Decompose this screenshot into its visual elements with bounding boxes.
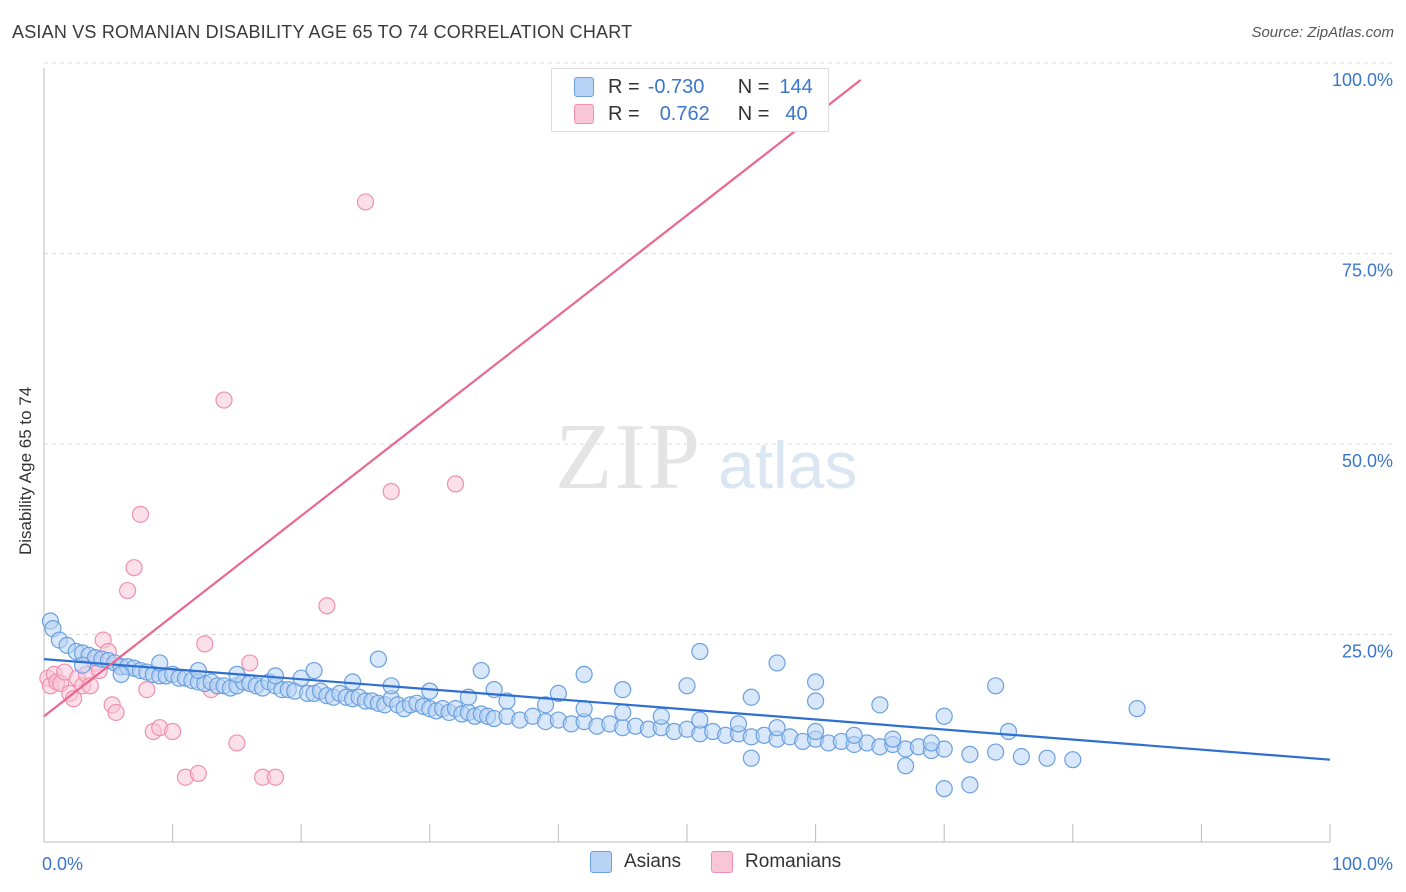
romanian-point — [215, 391, 233, 409]
y-tick-label: 100.0% — [1332, 70, 1393, 90]
asian-point — [806, 673, 825, 691]
asian-point — [729, 715, 748, 733]
asian-point — [73, 656, 92, 674]
legend-swatch-romanians — [711, 851, 734, 873]
asian-point — [922, 734, 940, 752]
asian-point — [549, 684, 568, 703]
romanian-point — [382, 482, 400, 501]
correlation-legend: R = -0.730 N = 144 R = 0.762 N = 40 — [551, 68, 829, 132]
romanian-point — [107, 703, 125, 722]
asian-point — [575, 665, 593, 683]
series-legend: Asians Romanians — [590, 851, 841, 873]
legend-n-value: 40 — [785, 102, 808, 125]
asian-point — [498, 692, 516, 710]
legend-n-label: N = — [737, 75, 770, 98]
watermark-zip: ZIP — [555, 405, 702, 509]
asian-point — [897, 757, 915, 775]
y-tick-label: 75.0% — [1342, 261, 1393, 281]
romanian-point — [241, 654, 259, 672]
asian-point — [999, 722, 1018, 741]
romanian-point — [266, 768, 285, 786]
asian-point — [987, 743, 1005, 761]
legend-swatch-asians — [590, 851, 612, 873]
asian-point — [112, 665, 130, 683]
asian-point — [1128, 700, 1146, 718]
romanian-point — [196, 635, 214, 653]
legend-swatch-asians — [574, 77, 594, 97]
asian-point — [768, 719, 786, 737]
asians-trend-line — [43, 658, 1331, 761]
asian-point — [1012, 748, 1030, 766]
asian-point — [652, 707, 670, 725]
legend-n-label: N = — [737, 102, 770, 125]
asian-point — [1064, 751, 1082, 769]
asian-point — [768, 654, 786, 672]
asian-point — [935, 780, 953, 798]
legend-label-romanians: Romanians — [745, 851, 842, 872]
x-tick-label: 100.0% — [1332, 854, 1393, 874]
romanians-trend-line — [43, 79, 862, 718]
chart-source: Source: ZipAtlas.com — [1251, 24, 1394, 41]
asian-point — [369, 650, 387, 668]
asian-point — [691, 711, 709, 729]
asian-point — [961, 776, 979, 794]
asian-point — [884, 730, 902, 748]
asian-point — [575, 700, 593, 718]
legend-n-value: 144 — [779, 75, 813, 98]
romanian-point — [356, 193, 375, 211]
romanian-point — [446, 475, 465, 493]
asian-point — [845, 726, 863, 744]
romanian-point — [118, 581, 137, 600]
trend-lines — [43, 79, 1331, 761]
asian-point — [987, 677, 1005, 695]
asian-point — [614, 680, 632, 699]
x-tick-label: 0.0% — [42, 854, 83, 874]
asian-point — [472, 661, 490, 680]
asian-point — [305, 661, 323, 680]
y-tick-label: 50.0% — [1342, 451, 1393, 471]
romanian-point — [228, 734, 246, 752]
legend-swatch-romanians — [574, 104, 594, 124]
axes — [43, 68, 1331, 843]
asians-points — [41, 612, 1146, 798]
asian-point — [806, 722, 825, 741]
romanian-point — [189, 764, 207, 783]
asian-point — [742, 749, 760, 767]
asian-point — [742, 688, 760, 706]
legend-row-asians: R = -0.730 N = 144 — [574, 74, 813, 100]
asian-point — [806, 692, 825, 710]
romanian-point — [318, 597, 336, 615]
legend-r-label: R = — [608, 75, 640, 98]
y-tick-label: 25.0% — [1342, 642, 1393, 662]
asian-point — [614, 703, 632, 722]
asian-point — [536, 696, 555, 714]
grid-lines — [44, 62, 1392, 635]
romanian-point — [131, 505, 150, 523]
chart-title: ASIAN VS ROMANIAN DISABILITY AGE 65 TO 7… — [12, 22, 633, 42]
asian-point — [1038, 749, 1056, 767]
romanian-point — [138, 680, 156, 699]
legend-row-romanians: R = 0.762 N = 40 — [574, 101, 808, 127]
asian-point — [421, 682, 439, 700]
legend-r-value: 0.762 — [659, 102, 710, 125]
watermark-atlas: atlas — [718, 428, 857, 502]
asian-point — [871, 696, 889, 714]
legend-r-value: -0.730 — [647, 75, 705, 98]
asian-point — [935, 707, 953, 725]
legend-r-label: R = — [608, 102, 640, 125]
asian-point — [678, 677, 696, 695]
legend-label-asians: Asians — [624, 851, 682, 872]
asian-point — [961, 745, 979, 763]
tick-labels: 100.0% 75.0% 50.0% 25.0% 0.0% 100.0% — [42, 70, 1393, 874]
romanian-point — [164, 722, 182, 741]
asian-point — [691, 642, 709, 661]
romanian-point — [125, 559, 143, 577]
